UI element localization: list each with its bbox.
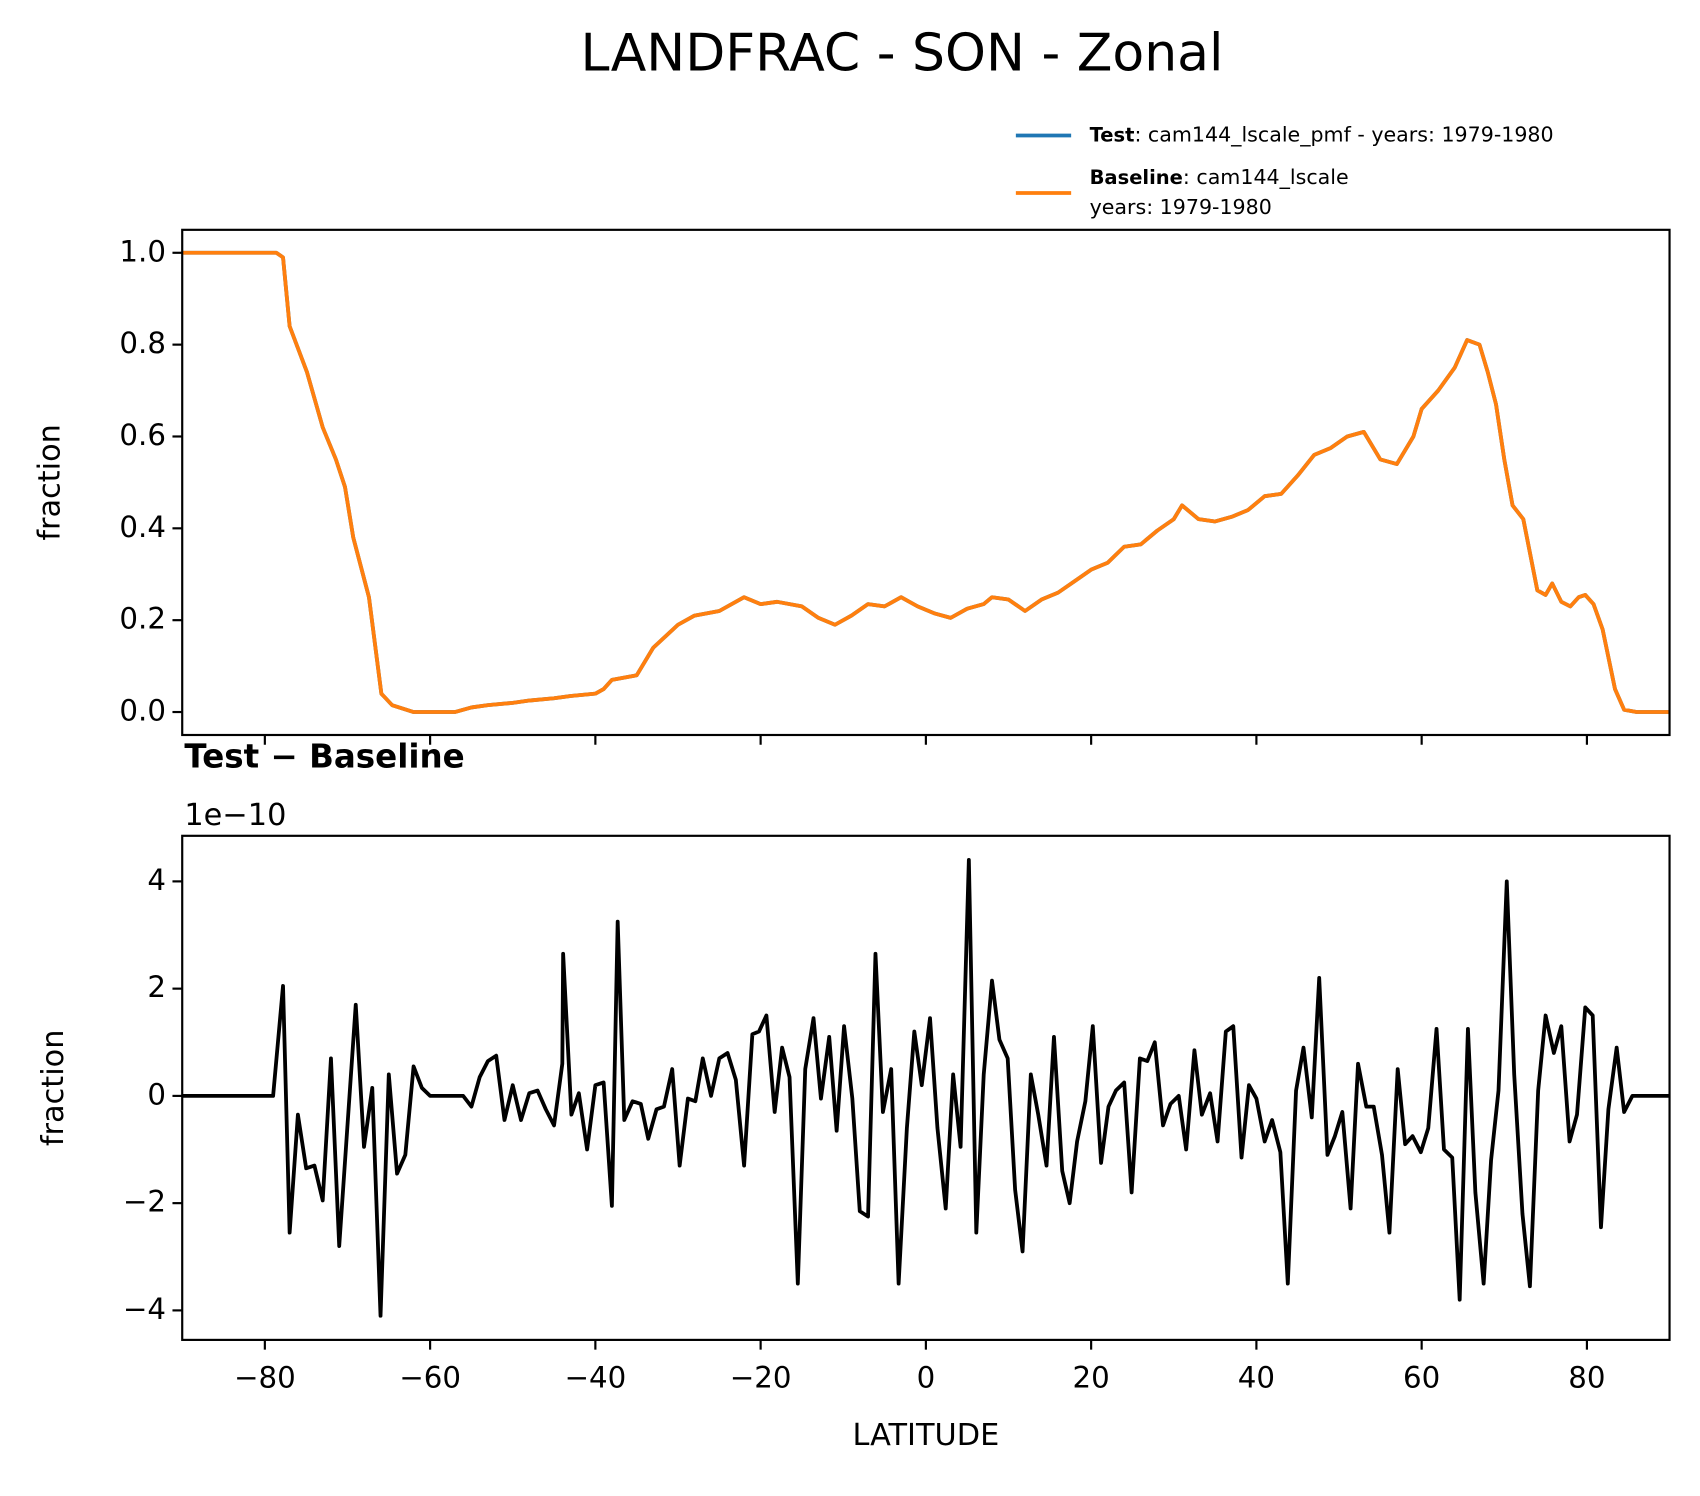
x-tick-label: 0 <box>917 1360 936 1394</box>
figure-title: LANDFRAC - SON - Zonal <box>581 23 1224 83</box>
y-tick-label: 1.0 <box>119 234 166 268</box>
y-tick-label: 4 <box>147 863 166 897</box>
y-tick-label: −4 <box>123 1292 166 1326</box>
axes-frame <box>181 834 1671 1341</box>
plot-lines <box>182 250 1670 714</box>
series-line <box>182 250 1670 714</box>
legend-text: Test: cam144_lscale_pmf - years: 1979-19… <box>1090 123 1554 148</box>
y-tick-label: 0.8 <box>119 326 166 360</box>
y-tick-label: 0 <box>147 1077 166 1111</box>
panel-title: Test − Baseline <box>184 738 464 776</box>
legend-name: Baseline <box>1090 165 1183 188</box>
y-tick-label: 2 <box>147 970 166 1004</box>
plot-lines <box>182 858 1670 1318</box>
x-tick-label: 60 <box>1403 1360 1440 1394</box>
y-tick-label: 0.2 <box>119 602 166 636</box>
x-axis-label: LATITUDE <box>852 1418 999 1453</box>
x-tick-label: −40 <box>564 1360 626 1394</box>
axes-frame <box>181 228 1671 737</box>
y-tick-label: −2 <box>123 1185 166 1219</box>
x-tick-label: −20 <box>730 1360 792 1394</box>
legend-text: Baseline: cam144_lscale <box>1090 165 1349 190</box>
y-tick-label: 0.4 <box>119 510 166 544</box>
legend-label: : cam144_lscale_pmf - years: 1979-1980 <box>1134 123 1553 148</box>
x-tick-label: 80 <box>1568 1360 1605 1394</box>
legend-text: years: 1979-1980 <box>1090 195 1272 219</box>
y-tick-label: 0.6 <box>119 418 166 452</box>
legend-name: Test <box>1090 123 1135 146</box>
x-tick-label: −80 <box>234 1360 296 1394</box>
y-tick-label: 0.0 <box>119 694 166 728</box>
offset-text: 1e−10 <box>184 798 286 833</box>
diff-line <box>182 858 1670 1318</box>
x-tick-label: 40 <box>1238 1360 1275 1394</box>
y-axis-label: fraction <box>33 424 68 541</box>
x-tick-label: −60 <box>399 1360 461 1394</box>
y-axis-label: fraction <box>36 1030 71 1147</box>
x-tick-label: 20 <box>1073 1360 1110 1394</box>
legend-label: years: 1979-1980 <box>1090 195 1272 219</box>
legend-label: : cam144_lscale <box>1183 165 1349 190</box>
